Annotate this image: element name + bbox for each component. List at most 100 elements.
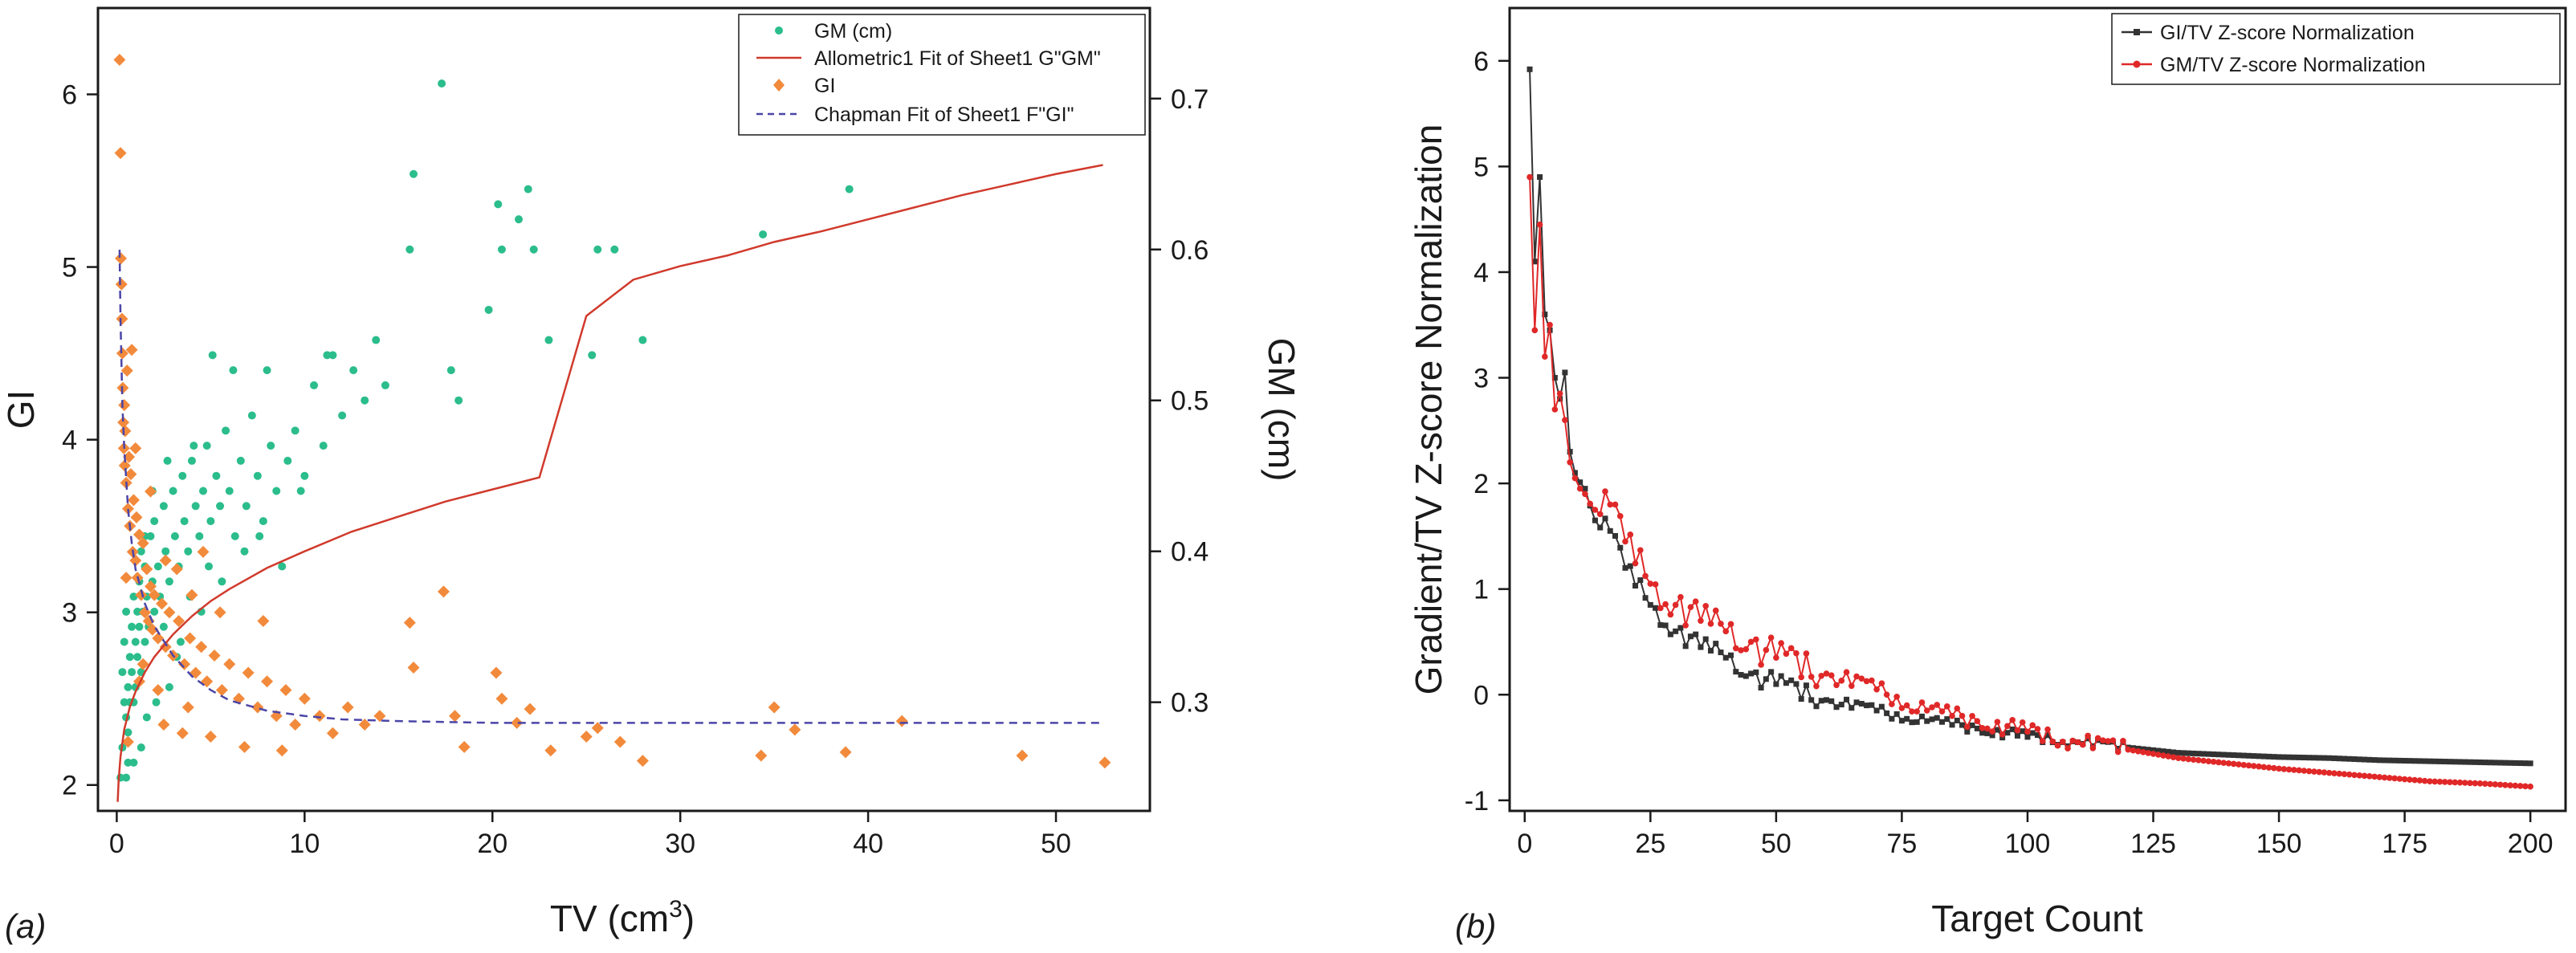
- gi-tv-point: [2211, 751, 2217, 757]
- gm-tv-point: [2351, 772, 2358, 779]
- gm-tv-point: [2441, 779, 2448, 785]
- gi-tv-point: [2215, 751, 2222, 758]
- gi-point: [130, 511, 143, 523]
- gm-tv-point: [2130, 747, 2137, 754]
- gm-tv-point: [1582, 491, 1588, 498]
- gi-tv-point: [1713, 641, 1719, 647]
- gm-tv-point: [2341, 771, 2348, 778]
- gm-point: [515, 215, 523, 224]
- gi-tv-point: [2140, 746, 2146, 752]
- gi-tv-point: [2447, 759, 2453, 765]
- gi-tv-point: [2346, 755, 2353, 762]
- gm-tv-point: [2260, 764, 2268, 771]
- gm-tv-point: [1677, 593, 1684, 601]
- gi-point: [137, 658, 149, 670]
- gi-tv-point: [1798, 696, 1804, 703]
- gm-tv-point: [2452, 779, 2459, 786]
- gi-tv-point: [2341, 755, 2347, 762]
- gi-point: [116, 347, 128, 360]
- gi-tv-point: [2191, 750, 2197, 756]
- gm-tv-point: [2140, 749, 2146, 755]
- gm-tv-point: [2205, 758, 2212, 764]
- panel-b-y-title: Gradient/TV Z-score Normalization: [1408, 124, 1449, 695]
- panel-b-y-tick-label: 6: [1473, 47, 1489, 77]
- gi-tv-point: [2351, 756, 2358, 763]
- gm-point: [267, 442, 275, 450]
- gi-tv-point: [1793, 681, 1800, 687]
- gi-tv-point: [1969, 722, 1975, 728]
- gi-point: [135, 588, 148, 601]
- gm-point: [206, 517, 215, 526]
- gi-point: [159, 554, 172, 567]
- gi-tv-point: [2231, 752, 2237, 759]
- gm-point: [222, 426, 230, 435]
- gm-tv-point: [2236, 761, 2242, 768]
- gi-tv-point: [2382, 757, 2388, 764]
- gi-tv-point: [2316, 755, 2322, 761]
- gi-tv-point: [2362, 756, 2368, 763]
- panel-a-y-left-tick-label: 2: [62, 771, 77, 801]
- gi-tv-point: [1571, 470, 1578, 476]
- gm-tv-point: [1587, 500, 1593, 507]
- gm-point: [137, 547, 145, 556]
- gm-point: [142, 713, 151, 722]
- gi-tv-point: [1647, 601, 1653, 608]
- gi-point: [173, 614, 185, 627]
- gm-tv-point: [2019, 719, 2026, 726]
- gm-tv-point: [2311, 768, 2317, 775]
- gm-point: [588, 351, 597, 360]
- gi-point: [755, 749, 768, 762]
- panel-a-x-title-main: TV (cm: [550, 898, 669, 939]
- gm-point: [150, 517, 159, 526]
- gm-tv-point: [2060, 738, 2066, 745]
- gm-tv-point: [2120, 738, 2126, 744]
- gi-tv-point: [2004, 730, 2011, 736]
- gi-point: [195, 641, 208, 654]
- gm-point: [338, 411, 347, 420]
- panel-a-plot-frame: [96, 6, 1151, 812]
- gm-tv-point: [2029, 722, 2036, 729]
- gi-point: [145, 485, 157, 498]
- gi-tv-point: [2517, 760, 2524, 767]
- gm-tv-point: [1547, 321, 1553, 328]
- gm-tv-point: [1848, 682, 1855, 690]
- gi-point: [298, 692, 311, 705]
- gm-point: [323, 351, 332, 360]
- gm-tv-point: [1763, 646, 1770, 654]
- gm-tv-point: [2421, 777, 2428, 784]
- gm-tv-point: [2356, 772, 2363, 779]
- gm-point: [124, 758, 132, 767]
- gm-point: [135, 622, 144, 631]
- gi-point: [157, 718, 170, 731]
- panel-a-x-title: TV (cm3): [550, 896, 695, 939]
- gm-tv-series-line: [1529, 177, 2531, 788]
- gi-point: [152, 632, 165, 645]
- gi-tv-point: [1758, 685, 1764, 691]
- gi-tv-point: [1918, 713, 1925, 719]
- gi-tv-point: [1632, 583, 1639, 589]
- gm-tv-point: [2472, 780, 2479, 787]
- gi-point: [208, 649, 221, 662]
- gi-point: [204, 731, 217, 743]
- gm-tv-point: [1898, 705, 1906, 711]
- gi-tv-point: [2029, 730, 2036, 736]
- gi-tv-point: [2512, 760, 2518, 766]
- gi-tv-point: [2200, 751, 2207, 757]
- panel-a-y-right-title: GM (cm): [1261, 338, 1302, 482]
- gm-tv-point: [1758, 662, 1764, 668]
- panel-a-y-left-tick-label: 6: [62, 80, 77, 111]
- panel-a-y-right-tick-label: 0.7: [1171, 84, 1209, 115]
- gi-tv-point: [1944, 716, 1950, 723]
- gi-tv-point: [1864, 703, 1870, 709]
- gi-point: [261, 675, 274, 688]
- gm-tv-point: [2220, 760, 2227, 766]
- panel-b-x-tick-label: 200: [2508, 829, 2554, 859]
- gm-tv-point: [1672, 601, 1679, 609]
- gi-tv-point: [1738, 671, 1744, 678]
- gi-tv-point: [1824, 697, 1829, 703]
- gm-tv-point: [1893, 693, 1900, 700]
- gi-tv-point: [1964, 728, 1971, 735]
- gm-tv-point: [2427, 778, 2433, 784]
- gi-tv-point: [1924, 718, 1930, 724]
- panel-b-label: (b): [1455, 907, 1496, 945]
